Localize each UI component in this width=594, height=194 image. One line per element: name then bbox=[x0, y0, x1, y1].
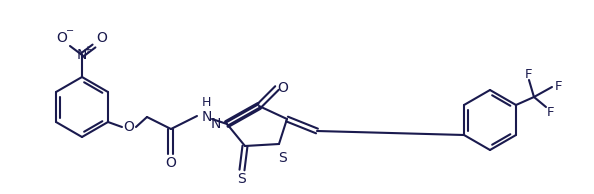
Text: S: S bbox=[238, 172, 247, 186]
Text: +: + bbox=[84, 45, 91, 55]
Text: O: O bbox=[166, 156, 176, 170]
Text: F: F bbox=[525, 68, 533, 81]
Text: F: F bbox=[555, 81, 563, 94]
Text: O: O bbox=[124, 120, 134, 134]
Text: O: O bbox=[97, 31, 108, 45]
Text: −: − bbox=[66, 26, 74, 36]
Text: N: N bbox=[202, 110, 213, 124]
Text: O: O bbox=[277, 81, 289, 95]
Text: N: N bbox=[77, 48, 87, 62]
Text: O: O bbox=[56, 31, 68, 45]
Text: S: S bbox=[279, 151, 287, 165]
Text: F: F bbox=[547, 106, 555, 119]
Text: N: N bbox=[211, 117, 221, 131]
Text: H: H bbox=[202, 96, 211, 109]
